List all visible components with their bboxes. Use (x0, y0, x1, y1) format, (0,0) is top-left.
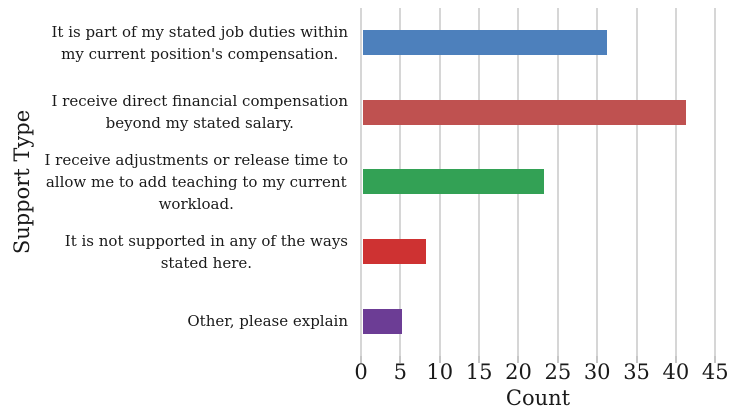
x-tick-mark (635, 356, 638, 363)
x-tick-label: 40 (662, 360, 690, 384)
x-tick-label: 5 (393, 360, 408, 384)
x-tick-mark (399, 356, 402, 363)
x-tick-mark (556, 356, 559, 363)
category-label-row: Other, please explain (30, 286, 348, 356)
category-label-row: It is part of my stated job duties withi… (30, 8, 348, 78)
bar (363, 239, 426, 265)
x-tick-mark (478, 356, 481, 363)
bar (363, 30, 608, 56)
gridline (596, 8, 599, 356)
x-tick-mark (360, 356, 362, 363)
x-tick-mark (714, 356, 717, 363)
bar (363, 169, 545, 195)
x-tick-mark (517, 356, 520, 363)
x-tick-label: 20 (505, 360, 532, 384)
x-tick-mark (596, 356, 599, 363)
x-tick-mark (438, 356, 441, 363)
gridline (556, 8, 559, 356)
bar-row (363, 78, 725, 148)
gridline (635, 8, 638, 356)
x-tick-label: 0 (354, 360, 368, 384)
category-label-row: I receive adjustments or release time to… (30, 147, 348, 217)
x-tick-label: 25 (544, 360, 572, 384)
x-tick-label: 45 (701, 360, 729, 384)
x-axis-tick-labels: 0 5 10 15 20 25 30 35 40 45 (354, 360, 728, 386)
x-axis-title: Count (505, 386, 571, 410)
bars-container (363, 8, 725, 356)
category-label: It is part of my stated job duties withi… (51, 22, 348, 63)
bar-row (363, 8, 725, 78)
plot-area (360, 8, 725, 363)
category-label: I receive adjustments or release time to… (44, 150, 348, 213)
category-label: Other, please explain (187, 312, 348, 331)
y-axis-category-labels: It is part of my stated job duties withi… (30, 8, 348, 356)
category-label: I receive direct financial compensation … (51, 92, 348, 133)
x-tick-mark (674, 356, 677, 363)
bar-row (363, 217, 725, 287)
gridline (714, 8, 717, 356)
bar (363, 308, 403, 334)
bar-row (363, 286, 725, 356)
category-label-row: I receive direct financial compensation … (30, 78, 348, 148)
gridline (360, 8, 362, 356)
x-tick-label: 30 (583, 360, 611, 384)
category-label: It is not supported in any of the ways s… (64, 231, 348, 272)
bar (363, 99, 686, 125)
category-label-row: It is not supported in any of the ways s… (30, 217, 348, 287)
x-tick-label: 10 (426, 360, 454, 384)
gridline (674, 8, 677, 356)
bar-row (363, 147, 725, 217)
x-tick-label: 15 (465, 360, 493, 384)
x-tick-label: 35 (623, 360, 650, 384)
